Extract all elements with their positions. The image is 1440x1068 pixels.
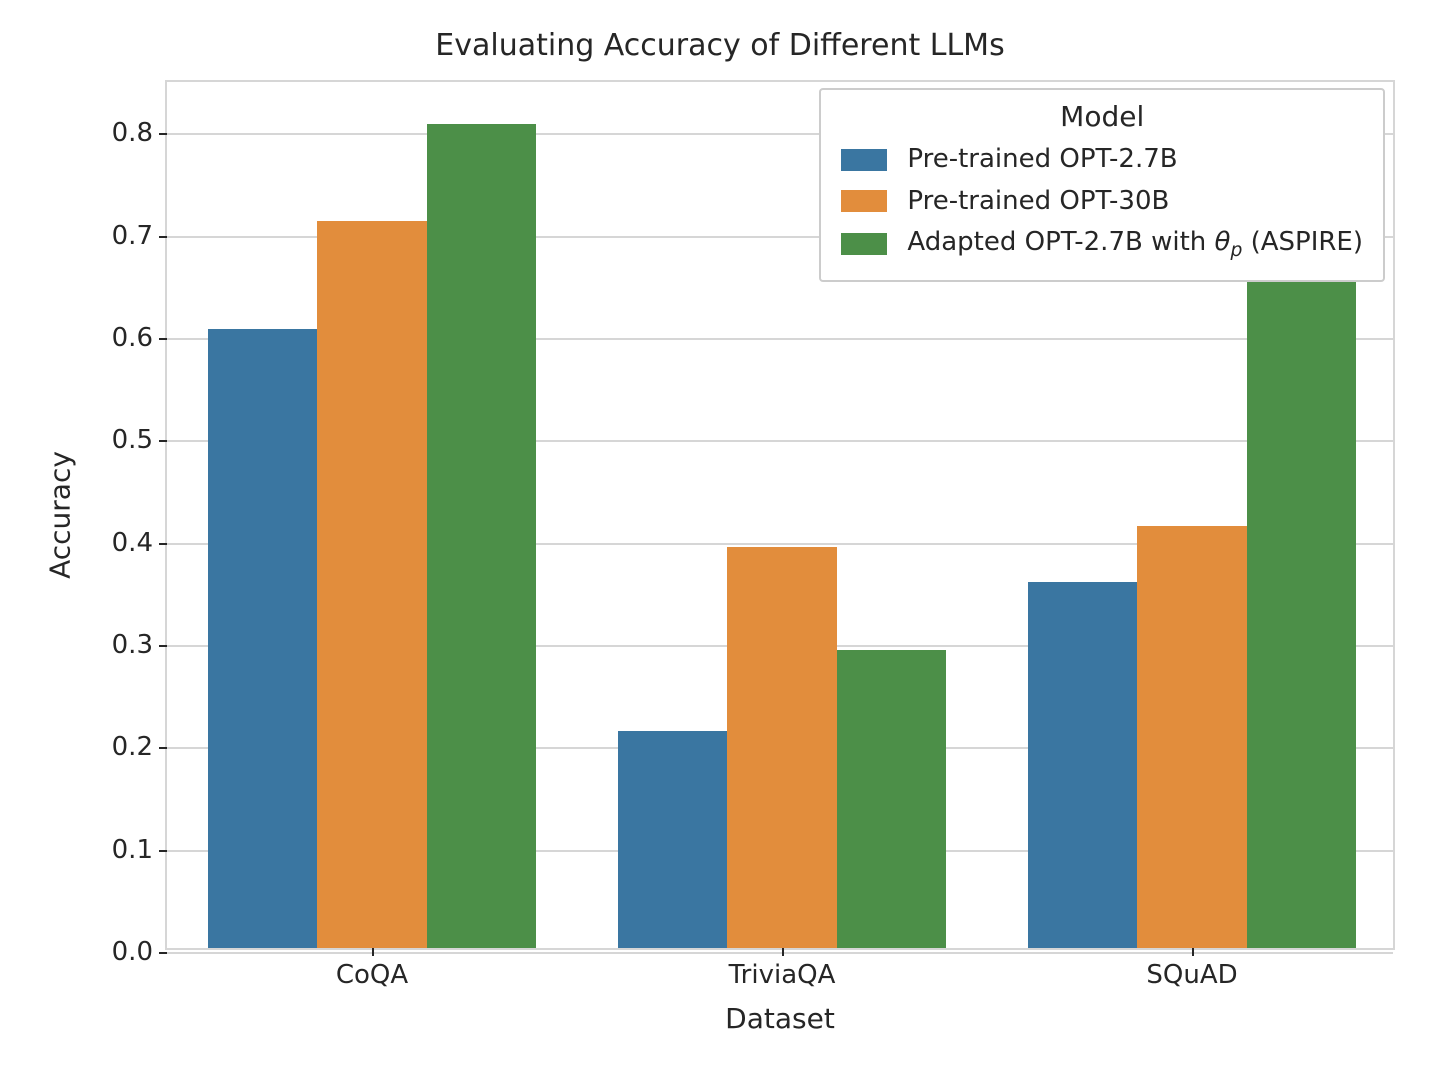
- xtick-label: SQuAD: [1146, 948, 1237, 990]
- legend-title: Model: [841, 100, 1363, 133]
- legend-label: Adapted OPT-2.7B with θp (ASPIRE): [907, 222, 1363, 266]
- bar: [618, 731, 727, 948]
- ytick-label: 0.1: [112, 835, 167, 865]
- legend-swatch: [841, 149, 887, 171]
- xtick-label: TriviaQA: [729, 948, 836, 990]
- bar: [1137, 526, 1246, 948]
- y-axis-label: Accuracy: [44, 451, 77, 579]
- bar: [427, 124, 536, 948]
- chart-title: Evaluating Accuracy of Different LLMs: [0, 28, 1440, 63]
- ytick-label: 0.2: [112, 732, 167, 762]
- ytick-label: 0.8: [112, 118, 167, 148]
- ytick-label: 0.7: [112, 221, 167, 251]
- bar: [317, 221, 426, 948]
- x-axis-label: Dataset: [725, 1002, 835, 1035]
- ytick-label: 0.0: [112, 937, 167, 967]
- bar: [208, 329, 317, 948]
- bar: [1028, 582, 1137, 948]
- ytick-label: 0.4: [112, 528, 167, 558]
- legend-item: Pre-trained OPT-30B: [841, 181, 1363, 223]
- ytick-label: 0.5: [112, 425, 167, 455]
- legend-label: Pre-trained OPT-30B: [907, 181, 1169, 223]
- legend-item: Pre-trained OPT-2.7B: [841, 139, 1363, 181]
- xtick-label: CoQA: [336, 948, 408, 990]
- bar: [727, 547, 836, 948]
- legend: Model Pre-trained OPT-2.7BPre-trained OP…: [819, 88, 1385, 282]
- ytick-label: 0.3: [112, 630, 167, 660]
- bar: [837, 650, 946, 948]
- ytick-label: 0.6: [112, 323, 167, 353]
- legend-label: Pre-trained OPT-2.7B: [907, 139, 1177, 181]
- legend-swatch: [841, 233, 887, 255]
- chart-container: Evaluating Accuracy of Different LLMs Ac…: [0, 0, 1440, 1068]
- legend-swatch: [841, 190, 887, 212]
- legend-item: Adapted OPT-2.7B with θp (ASPIRE): [841, 222, 1363, 266]
